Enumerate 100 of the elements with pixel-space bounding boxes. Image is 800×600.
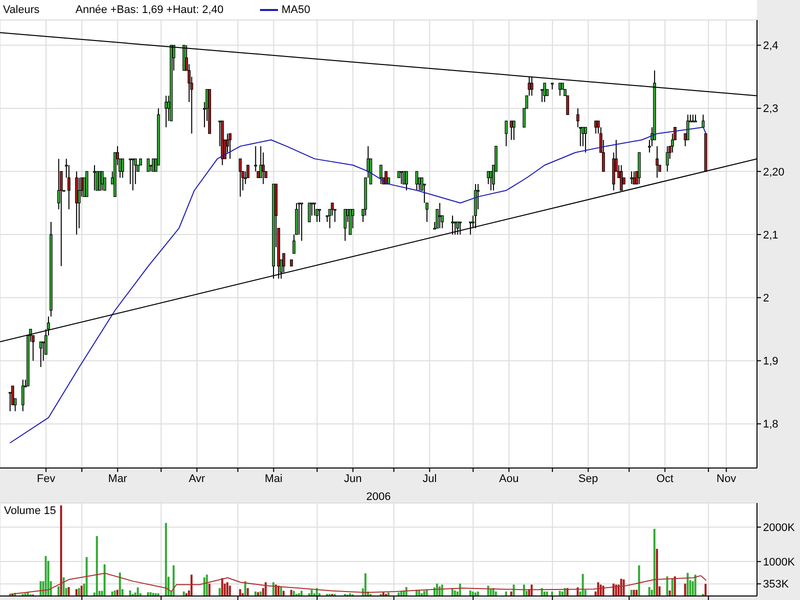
bar xyxy=(40,581,42,596)
y-tick-label: 1,8 xyxy=(763,418,778,431)
bar xyxy=(147,592,150,596)
bar xyxy=(136,587,139,596)
bar xyxy=(242,593,244,596)
y-tick-label: 2,20 xyxy=(763,166,784,178)
bar xyxy=(469,590,472,596)
bar xyxy=(62,577,65,596)
y-tick-label: 2000K xyxy=(763,522,796,534)
bar xyxy=(656,548,658,596)
candlestick xyxy=(576,108,580,128)
candlestick xyxy=(458,221,462,236)
y-tick-label: 2,1 xyxy=(763,229,778,242)
bar xyxy=(206,574,208,596)
bar xyxy=(620,578,622,596)
legend-label: MA50 xyxy=(282,4,310,16)
bar xyxy=(164,522,167,596)
candlestick xyxy=(308,202,311,222)
candlestick xyxy=(344,208,347,242)
bar xyxy=(298,593,300,596)
candlestick xyxy=(405,170,408,191)
bar xyxy=(420,593,423,596)
y-tick-label: 353K xyxy=(763,578,790,591)
bar xyxy=(653,528,656,596)
candlestick xyxy=(656,146,659,178)
bar xyxy=(60,505,62,596)
bar xyxy=(264,582,267,596)
bar xyxy=(86,557,88,596)
bar xyxy=(272,582,274,596)
bar xyxy=(459,584,462,596)
bar xyxy=(308,593,310,596)
candlestick xyxy=(300,202,304,242)
y-tick-label: 1,9 xyxy=(763,356,778,368)
x-tick-label: Mai xyxy=(264,472,283,485)
x-axis-title: 2006 xyxy=(366,491,391,503)
bar xyxy=(154,593,157,596)
candlestick xyxy=(543,82,546,103)
bar xyxy=(454,590,456,596)
candlestick xyxy=(456,221,460,236)
y-tick-label: 1000K xyxy=(763,556,796,568)
candlestick xyxy=(512,120,516,140)
bar xyxy=(228,586,231,596)
candlestick xyxy=(21,379,24,412)
bar xyxy=(686,572,689,596)
x-tick-label: Aou xyxy=(499,472,519,485)
bar xyxy=(114,590,116,596)
bar xyxy=(172,565,175,596)
bar xyxy=(157,593,160,596)
bar xyxy=(597,582,600,596)
candlestick xyxy=(146,158,150,172)
bar xyxy=(78,588,80,596)
candlestick xyxy=(694,114,697,122)
candlestick xyxy=(228,133,232,160)
bar xyxy=(80,586,83,596)
bar xyxy=(58,586,60,596)
chart-title: Valeurs xyxy=(3,4,40,16)
candlestick xyxy=(121,158,124,178)
x-tick-label: Fev xyxy=(36,472,56,485)
bar xyxy=(349,593,352,596)
bar xyxy=(582,574,584,596)
candlestick xyxy=(686,114,690,140)
y-tick-label: 2,4 xyxy=(763,40,778,52)
bar xyxy=(24,593,26,596)
candlestick xyxy=(379,164,382,185)
x-tick-label: Nov xyxy=(716,472,737,485)
candlestick xyxy=(100,170,104,191)
bar xyxy=(221,578,224,596)
x-tick-label: Mar xyxy=(108,472,128,485)
bar xyxy=(208,584,210,596)
bar xyxy=(671,578,674,596)
candlestick xyxy=(584,126,587,154)
bar xyxy=(257,592,260,596)
candlestick xyxy=(262,152,265,185)
bar xyxy=(694,574,696,596)
bar xyxy=(244,581,246,596)
line-series xyxy=(10,572,706,595)
candlestick xyxy=(702,114,705,128)
candlestick xyxy=(98,170,102,191)
y-tick-label: 2 xyxy=(763,292,770,305)
candlestick xyxy=(620,164,623,191)
candlestick xyxy=(39,341,42,368)
bar xyxy=(246,588,249,596)
bar xyxy=(666,576,668,596)
bar xyxy=(190,574,193,596)
candlestick xyxy=(93,164,96,191)
candlestick xyxy=(400,170,403,185)
candlestick xyxy=(312,202,316,216)
x-tick-label: Jun xyxy=(344,472,362,485)
bar xyxy=(674,576,676,596)
chart-title: Volume 15 xyxy=(4,505,56,517)
bar xyxy=(668,590,671,596)
bar xyxy=(104,564,106,596)
bar xyxy=(118,572,121,596)
candlestick xyxy=(318,208,321,222)
bar xyxy=(239,589,242,596)
candlestick xyxy=(596,120,600,134)
candlestick xyxy=(666,146,669,172)
y-tick-label: 2,3 xyxy=(763,103,778,116)
bar xyxy=(684,584,686,596)
bar xyxy=(218,588,221,596)
